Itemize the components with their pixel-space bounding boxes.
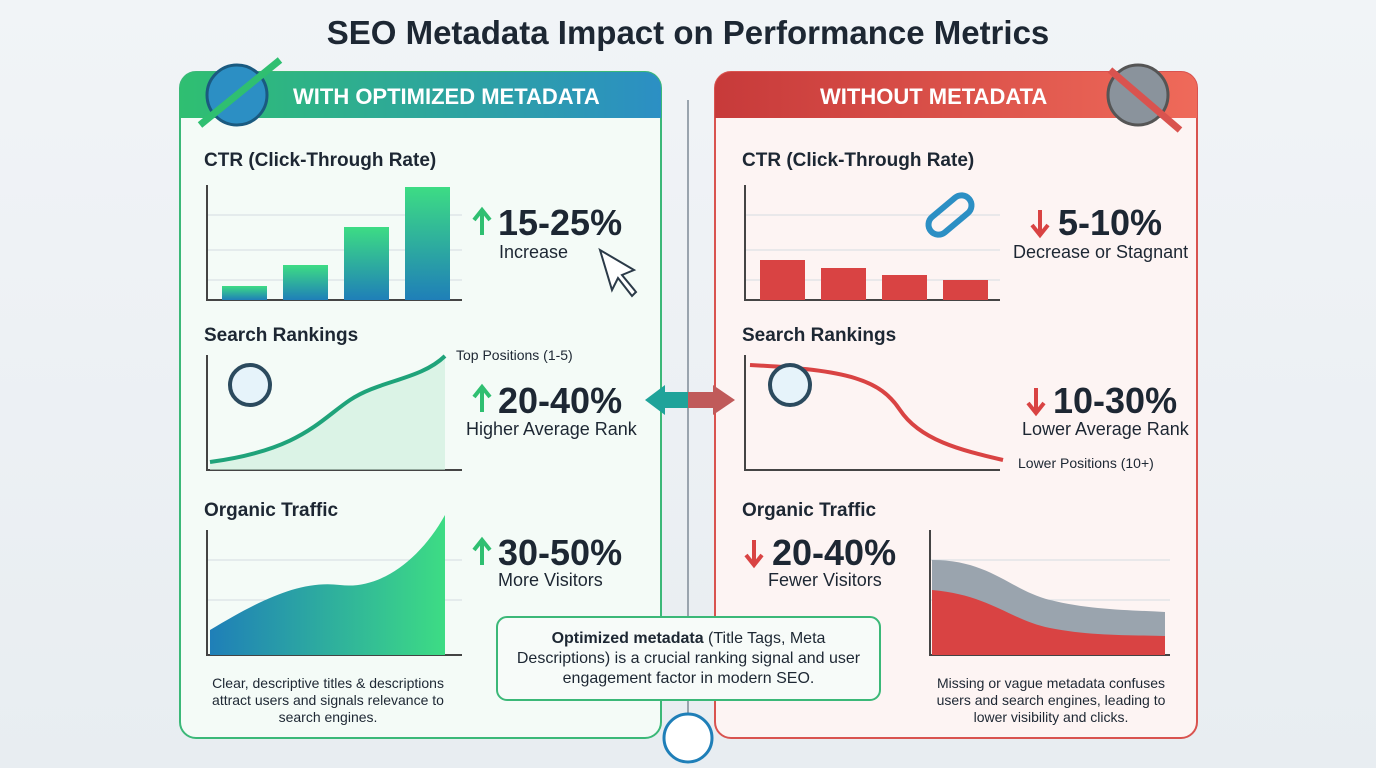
compare-arrow	[688, 385, 735, 415]
metric-stat: 20-40%	[772, 532, 897, 573]
right-header-band	[715, 72, 1197, 118]
metric-caption: Higher Average Rank	[466, 419, 637, 439]
metric-caption: Increase	[499, 242, 569, 262]
metric-caption: Lower Average Rank	[1022, 419, 1189, 439]
ctr-bars	[222, 187, 450, 300]
down-arrow-icon	[1107, 67, 1183, 133]
metric-stat: 5-10%	[1058, 202, 1163, 243]
metric-label: Organic Traffic	[742, 500, 877, 521]
bottom-icon	[662, 712, 714, 764]
chart-axes	[206, 185, 1170, 656]
rank-line	[209, 354, 447, 464]
metric-stat: 10-30%	[1053, 380, 1178, 421]
metric-label: CTR (Click-Through Rate)	[742, 150, 975, 171]
annotation: Lower Positions (10+)	[1018, 455, 1154, 471]
cursor-icon	[598, 247, 638, 298]
metric-stat: 30-50%	[498, 532, 623, 573]
traffic-area	[932, 590, 1165, 655]
metric-label: Search Rankings	[204, 325, 359, 346]
left-header-band	[180, 72, 661, 118]
panel-footer: Clear, descriptive titles & descriptions…	[212, 675, 444, 725]
chain-icon	[925, 192, 975, 238]
rank-line	[749, 363, 1004, 462]
annotation: Top Positions (1-5)	[456, 347, 573, 363]
note-box	[496, 616, 881, 701]
panel-header: WITHOUT METADATA	[820, 84, 1048, 109]
compare-arrow	[645, 385, 688, 415]
panel-header: WITH OPTIMIZED METADATA	[293, 84, 600, 109]
metric-caption: More Visitors	[498, 570, 603, 590]
metric-caption: Decrease or Stagnant	[1013, 242, 1189, 262]
magnifier-icon	[768, 363, 812, 407]
metric-stat: 20-40%	[498, 380, 623, 421]
ctr-bars	[760, 260, 988, 300]
trend-arrows	[472, 206, 1050, 569]
title: SEO Metadata Impact on Performance Metri…	[326, 14, 1050, 51]
metric-stat: 15-25%	[498, 202, 623, 243]
note-text: (Title Tags, Meta Descriptions) is a cru…	[516, 630, 861, 687]
metric-label: CTR (Click-Through Rate)	[204, 150, 437, 171]
metric-label: Organic Traffic	[204, 500, 339, 521]
magnifier-icon	[228, 363, 272, 407]
panel-footer: Missing or vague metadata confuses users…	[936, 675, 1166, 725]
metric-label: Search Rankings	[742, 325, 897, 346]
up-arrow-icon	[197, 57, 283, 128]
note-bold: Optimized metadata	[551, 630, 704, 647]
note: Optimized metadata (Title Tags, Meta Des…	[507, 629, 870, 689]
traffic-area	[210, 515, 445, 655]
metric-caption: Fewer Visitors	[768, 570, 882, 590]
